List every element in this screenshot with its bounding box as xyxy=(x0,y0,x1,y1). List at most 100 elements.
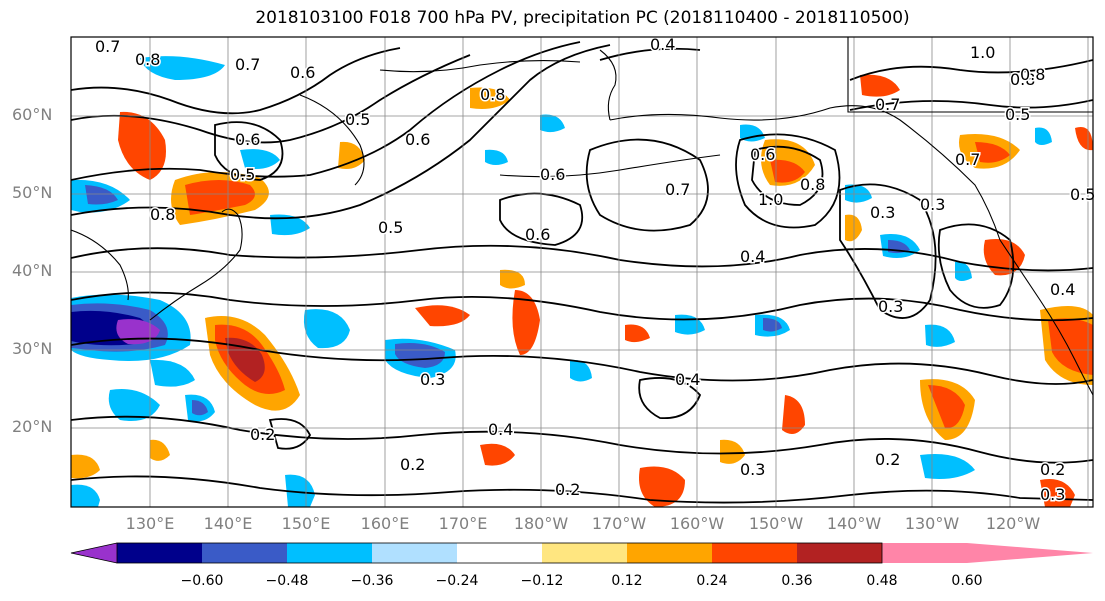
contour-label: 0.8 xyxy=(1010,70,1035,89)
contour-line xyxy=(71,415,1093,464)
neg-blob-150e-45n xyxy=(270,214,310,236)
colorbar xyxy=(70,542,1093,564)
colorbar-segment xyxy=(457,543,542,563)
contour-label: 0.6 xyxy=(540,165,565,184)
map-title: 2018103100 F018 700 hPa PV, precipitatio… xyxy=(255,8,910,28)
lat-label-30n: 30°N xyxy=(12,339,53,358)
coast-asia xyxy=(71,229,129,301)
contour-line xyxy=(71,54,471,144)
pos-blob-180-15n xyxy=(480,443,515,466)
contour-label: 0.2 xyxy=(555,480,580,499)
contour-labels: 0.70.8 0.7 0.60.50.60.50.60.40.80.80.50.60… xyxy=(94,34,1097,506)
contour-label: 0.7 xyxy=(235,55,260,74)
contour-label: 0.3 xyxy=(740,460,765,479)
neg-blob-140w-60n xyxy=(740,124,765,142)
colorbar-tick-label: −0.12 xyxy=(520,573,564,589)
neg-blob-145e-22n-core xyxy=(192,400,208,416)
pos-blob-135w-25n-core xyxy=(928,385,965,429)
neg-blob-160e-30n xyxy=(303,309,350,349)
lat-label-20n: 20°N xyxy=(12,417,53,436)
contour-label: 0.6 xyxy=(235,130,260,149)
neg-blob-130e-48n-core xyxy=(85,185,118,205)
colorbar-tick-label: −0.60 xyxy=(180,573,224,589)
colorbar-tick-label: 0.36 xyxy=(781,573,813,589)
contour-label: 0.6 xyxy=(750,145,775,164)
lon-label-140e: 140°E xyxy=(203,514,253,533)
lon-label-160w: 160°W xyxy=(669,514,725,533)
coastlines xyxy=(71,37,1093,396)
contour-line xyxy=(71,41,581,181)
contour-label: 0.7 xyxy=(665,180,690,199)
lon-label-170e: 170°E xyxy=(438,514,488,533)
neg-blob-180-55n xyxy=(485,149,508,165)
contour-line xyxy=(638,377,702,419)
contour-label: 0.3 xyxy=(1040,485,1065,504)
lon-label-170w: 170°W xyxy=(591,514,647,533)
contour-label: 0.6 xyxy=(290,63,315,82)
contour-line xyxy=(599,47,701,61)
pv-contours xyxy=(71,41,1093,504)
contour-label: 1.0 xyxy=(970,43,995,62)
pos-blob-50n-140e-core xyxy=(185,180,255,215)
neg-blob-130w-15n xyxy=(920,454,975,479)
colorbar-outline-ends xyxy=(70,542,118,564)
contour-label: 0.5 xyxy=(230,165,255,184)
contour-label: 0.8 xyxy=(150,205,175,224)
pos-blob-165w-22n xyxy=(720,439,745,464)
pos-blob-180-55n xyxy=(338,141,365,169)
pos-blob-140w-42n xyxy=(845,214,862,242)
neg-blob-170w-55n xyxy=(540,114,565,133)
contour-label: 0.6 xyxy=(405,130,430,149)
coast-kamchatka xyxy=(299,94,365,186)
contour-label: 1.0 xyxy=(758,190,783,209)
contour-label: 0.2 xyxy=(250,425,275,444)
contour-label: 0.4 xyxy=(675,370,700,389)
pos-blob-150w-52n-core xyxy=(770,159,805,183)
colorbar-outline xyxy=(116,542,883,564)
contour-label: 0.7 xyxy=(955,150,980,169)
contour-line xyxy=(849,59,1093,81)
contour-line xyxy=(937,223,1015,309)
neg-blob-140e-10n xyxy=(71,484,100,507)
contour-label: 0.7 xyxy=(875,95,900,114)
contour-label: 0.8 xyxy=(1020,65,1045,84)
colorbar-segment xyxy=(372,543,457,563)
border-box xyxy=(847,37,1093,113)
lon-label-150w: 150°W xyxy=(748,514,804,533)
lon-label-140w: 140°W xyxy=(826,514,882,533)
contour-line xyxy=(71,47,401,115)
contour-label: 0.8 xyxy=(480,85,505,104)
contour-label: 0.5 xyxy=(1070,185,1095,204)
contour-label: 0.8 xyxy=(800,175,825,194)
colorbar-segment xyxy=(797,543,882,563)
colorbar-segment xyxy=(117,543,202,563)
pos-blob-125w-42n xyxy=(983,239,1025,276)
pos-blob-120w-55n-edge xyxy=(1075,126,1093,151)
neg-blob-140w-48n xyxy=(845,184,872,203)
contour-label: 0.5 xyxy=(378,218,403,237)
colorbar-tick-label: 0.12 xyxy=(611,573,643,589)
lon-label-130w: 130°W xyxy=(904,514,960,533)
neg-blob-120w-45n xyxy=(1035,127,1052,145)
neg-blob-175w-28n xyxy=(570,359,592,382)
pos-blob-130e-12n xyxy=(71,454,100,479)
colorbar-segment xyxy=(542,543,627,563)
pos-blob-165w-32n xyxy=(625,324,650,343)
coast-bering xyxy=(599,49,617,121)
contour-label: 0.3 xyxy=(870,203,895,222)
pos-blob-160w-10n xyxy=(639,466,685,507)
contour-line xyxy=(71,44,611,220)
colorbar-extend-low xyxy=(71,543,117,563)
lat-label-50n: 50°N xyxy=(12,183,53,202)
contour-line xyxy=(735,133,841,229)
contour-line xyxy=(71,244,1093,272)
pos-blob-170w-32n xyxy=(512,290,540,355)
lon-label-160e: 160°E xyxy=(360,514,410,533)
pos-blob-130w-65n xyxy=(860,74,900,97)
contour-line xyxy=(839,183,937,319)
colorbar-segment xyxy=(287,543,372,563)
contour-line xyxy=(849,99,1093,111)
pos-blob-150w-20n xyxy=(782,395,805,434)
contour-line xyxy=(751,145,824,206)
